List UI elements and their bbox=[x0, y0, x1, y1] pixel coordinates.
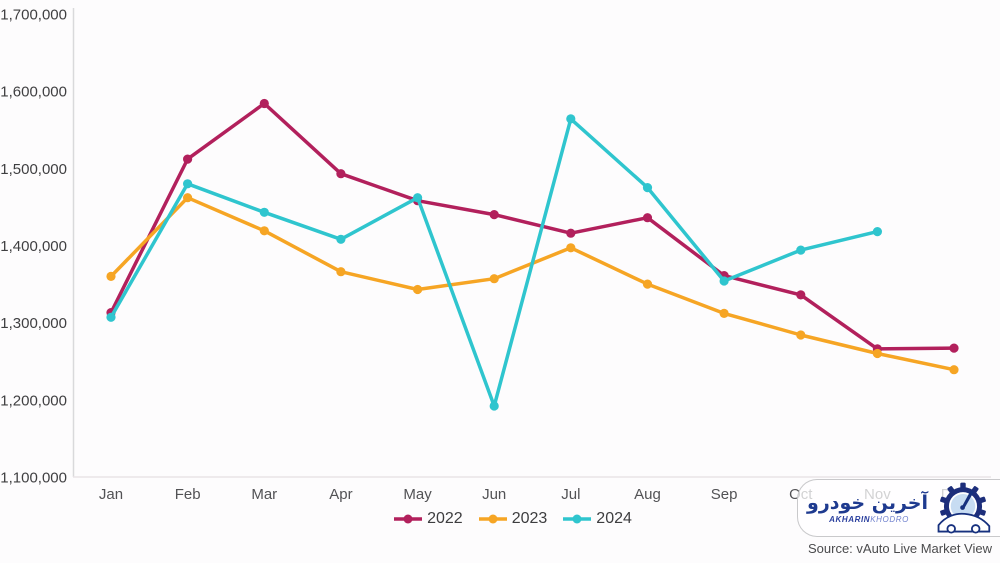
speedometer-needle bbox=[960, 490, 974, 509]
data-point-2023 bbox=[183, 193, 193, 203]
data-point-2023 bbox=[413, 284, 423, 295]
y-axis-tick-labels: 1,700,000 1,600,000 1,500,000 1,400,000 1,30… bbox=[0, 7, 67, 487]
data-point-2022 bbox=[642, 213, 653, 223]
data-point-2024 bbox=[336, 234, 346, 244]
y-tick-label: 1,500,000 bbox=[0, 161, 67, 178]
x-tick-label-sep: Sep bbox=[711, 486, 738, 503]
data-point-2024 bbox=[413, 193, 423, 203]
x-tick-label-jul: Jul bbox=[561, 486, 580, 503]
x-tick-label-feb: Feb bbox=[175, 486, 201, 503]
data-point-2023 bbox=[642, 279, 653, 289]
akharinkhodro-logo-icon bbox=[937, 482, 991, 534]
data-point-2023 bbox=[796, 330, 806, 340]
source-attribution: Source: vAuto Live Market View bbox=[807, 541, 992, 556]
data-point-2022 bbox=[489, 210, 499, 220]
watermark-text: آخرین خودرو AKHARINKHODRO bbox=[807, 491, 928, 524]
data-point-2023 bbox=[872, 348, 883, 359]
y-tick-label: 1,200,000 bbox=[0, 392, 67, 409]
data-point-2024 bbox=[106, 312, 116, 322]
watermark-badge: آخرین خودرو AKHARINKHODRO bbox=[797, 479, 1000, 537]
watermark-latin-light: KHODRO bbox=[870, 514, 909, 524]
data-point-2022 bbox=[796, 290, 806, 300]
series-line-2022 bbox=[109, 101, 956, 351]
data-point-2023 bbox=[566, 243, 576, 253]
watermark-latin-bold: AKHARIN bbox=[829, 514, 871, 524]
x-tick-label-apr: Apr bbox=[329, 486, 352, 503]
data-point-2024 bbox=[872, 227, 883, 237]
x-tick-label-mar: Mar bbox=[251, 486, 277, 503]
data-point-2022 bbox=[183, 154, 193, 164]
legend-label-2023: 2023 bbox=[511, 510, 548, 527]
data-point-2023 bbox=[489, 274, 499, 284]
data-point-2022 bbox=[336, 169, 346, 179]
car-wheel-right bbox=[970, 524, 981, 534]
data-point-2023 bbox=[106, 271, 116, 281]
x-tick-label-jan: Jan bbox=[99, 486, 123, 503]
y-tick-label: 1,600,000 bbox=[0, 84, 67, 101]
car-silhouette bbox=[937, 512, 991, 533]
legend-label-2024: 2024 bbox=[596, 510, 632, 527]
data-point-2023 bbox=[259, 226, 269, 236]
legend-item-2023: 2023 bbox=[478, 510, 548, 528]
y-tick-label: 1,100,000 bbox=[0, 470, 67, 487]
data-point-2023 bbox=[949, 365, 959, 375]
data-point-2024 bbox=[489, 401, 499, 411]
y-tick-label: 1,700,000 bbox=[0, 7, 67, 24]
legend-label-2022: 2022 bbox=[427, 510, 463, 527]
series-2024 bbox=[106, 114, 883, 411]
watermark-persian-title: آخرین خودرو bbox=[807, 491, 928, 514]
legend-marker-2022 bbox=[394, 514, 423, 524]
x-tick-label-jun: Jun bbox=[482, 486, 506, 503]
car-wheel-left bbox=[946, 524, 956, 534]
series-2023 bbox=[106, 193, 959, 375]
data-point-2024 bbox=[796, 245, 806, 255]
data-point-2022 bbox=[566, 228, 576, 238]
y-tick-label: 1,400,000 bbox=[0, 238, 67, 255]
legend-marker-2024 bbox=[563, 514, 592, 524]
data-point-2024 bbox=[259, 207, 269, 217]
data-point-2023 bbox=[719, 308, 729, 318]
series-lines bbox=[106, 98, 959, 411]
data-point-2024 bbox=[642, 183, 653, 193]
data-point-2024 bbox=[719, 276, 729, 286]
watermark-latin-title: AKHARINKHODRO bbox=[810, 515, 928, 524]
chart-legend: 2022 2023 2024 bbox=[0, 510, 1000, 528]
x-tick-label-may: May bbox=[403, 486, 432, 503]
data-point-2022 bbox=[259, 98, 269, 109]
x-tick-label-aug: Aug bbox=[634, 486, 661, 503]
legend-item-2022: 2022 bbox=[394, 510, 463, 528]
data-point-2024 bbox=[183, 179, 193, 189]
data-point-2023 bbox=[336, 267, 346, 277]
y-tick-label: 1,300,000 bbox=[0, 315, 67, 332]
legend-item-2024: 2024 bbox=[563, 510, 632, 528]
legend-marker-2023 bbox=[478, 514, 507, 524]
needle-hub bbox=[960, 505, 965, 510]
series-2022 bbox=[106, 98, 959, 354]
series-line-2024 bbox=[109, 117, 880, 408]
data-point-2022 bbox=[949, 343, 959, 353]
data-point-2024 bbox=[566, 114, 576, 124]
